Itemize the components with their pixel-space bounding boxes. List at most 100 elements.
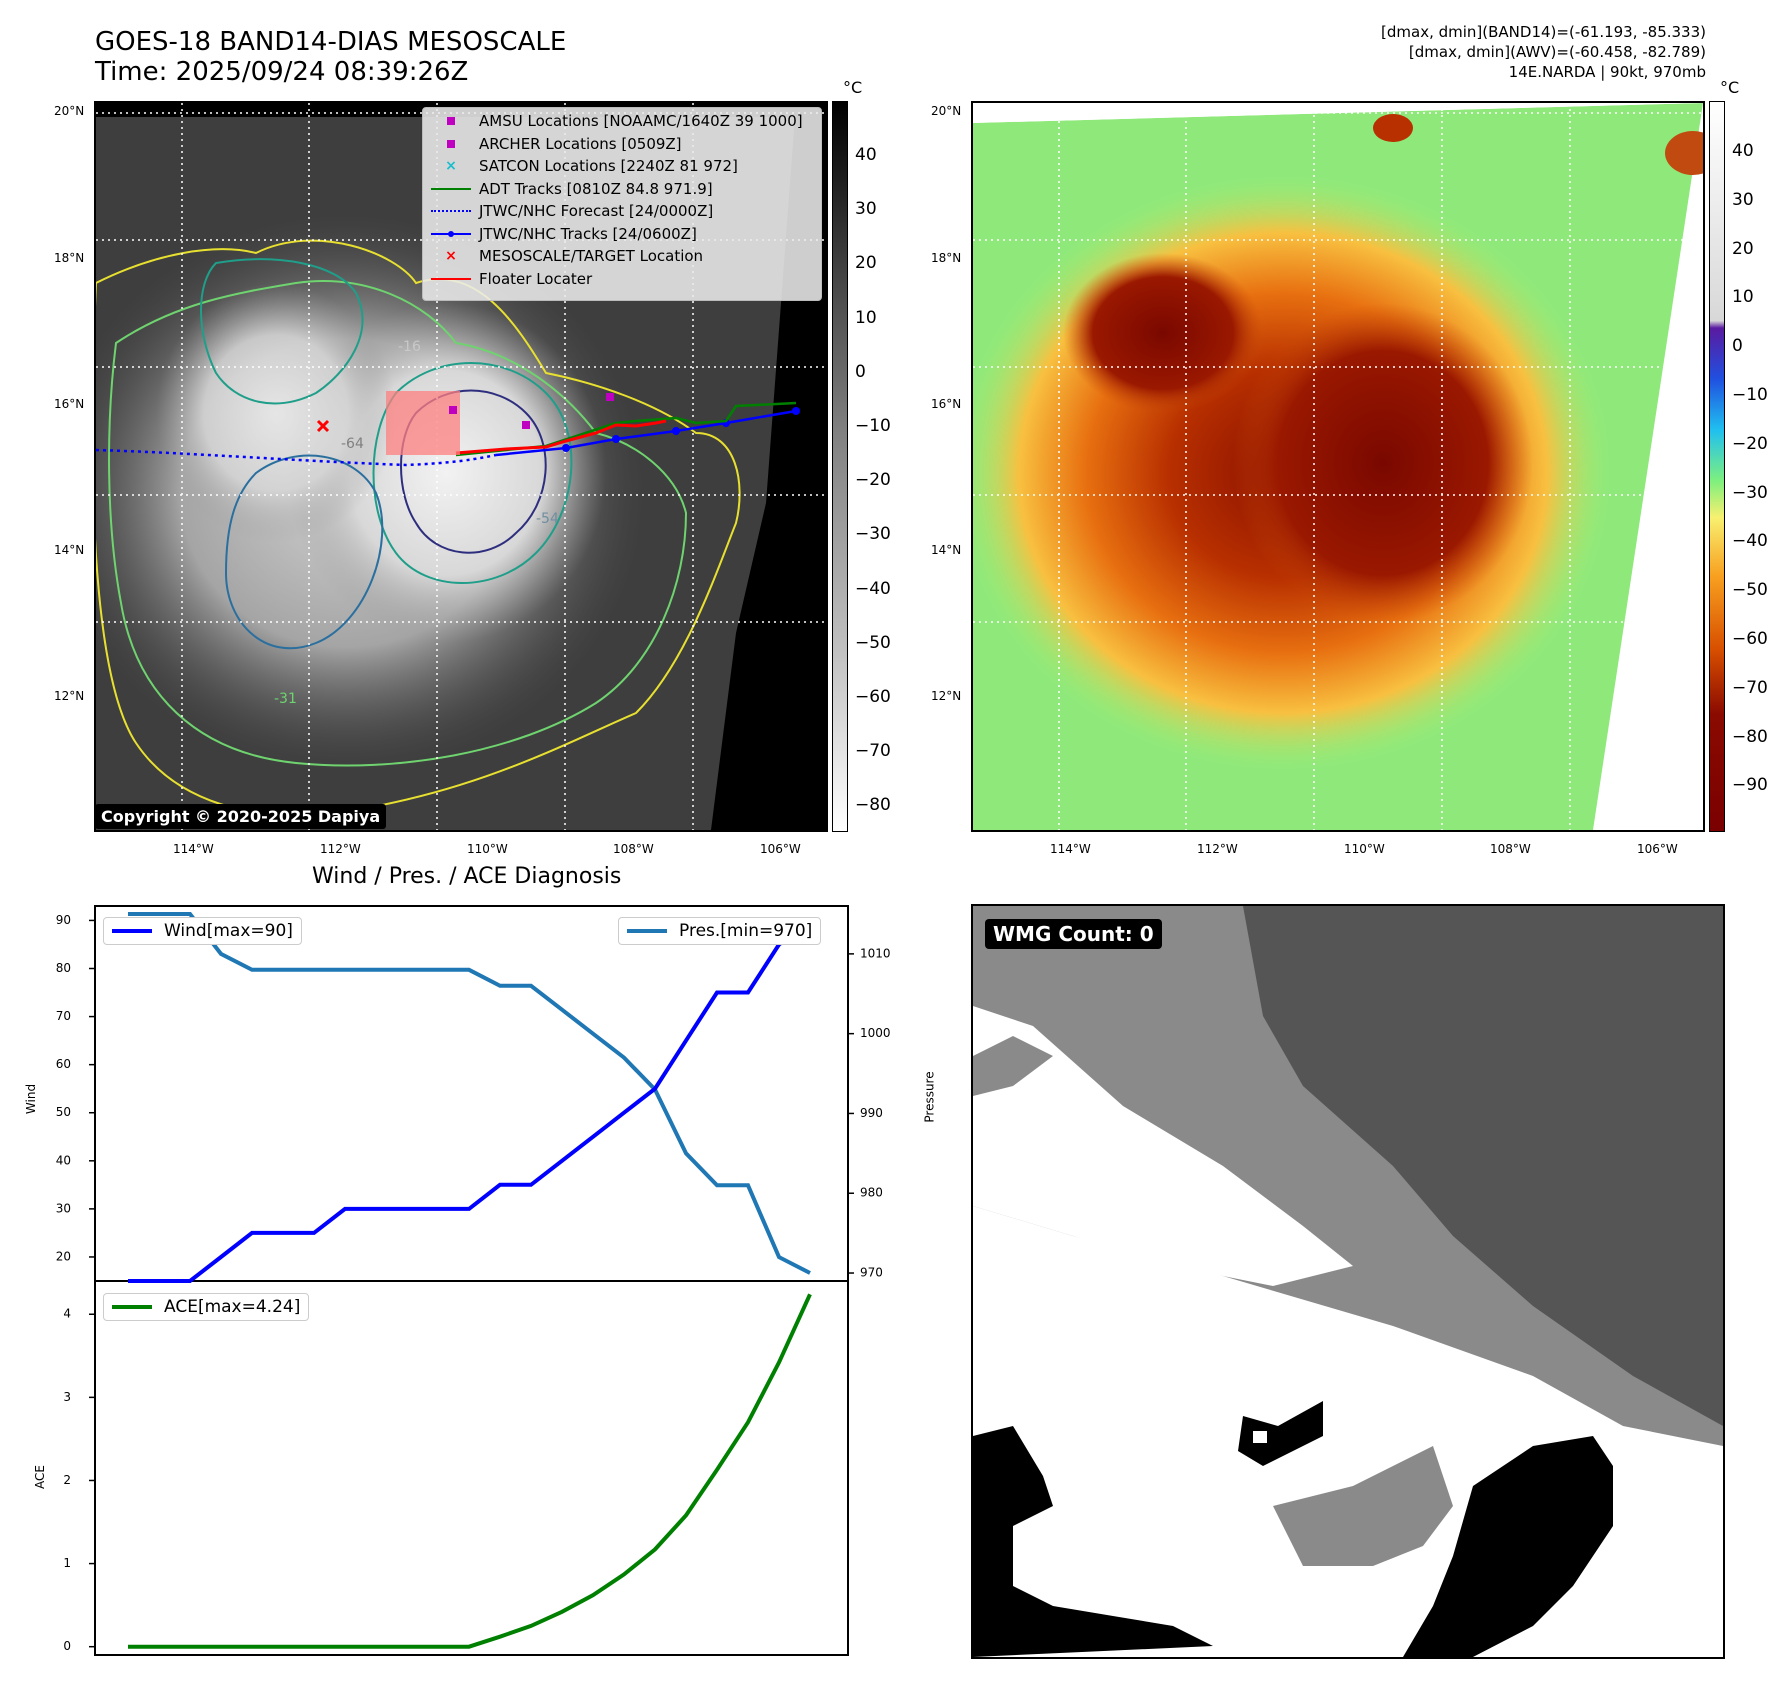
square-marker-icon xyxy=(431,114,471,128)
wmg-panel xyxy=(971,904,1725,1659)
legend-label: MESOSCALE/TARGET Location xyxy=(479,247,704,266)
legend-label: ADT Tracks [0810Z 84.8 971.9] xyxy=(479,179,713,198)
figure-title-line1: GOES-18 BAND14-DIAS MESOSCALE xyxy=(95,27,567,57)
colorbar-right xyxy=(1709,101,1725,832)
wind-tick-label: 40 xyxy=(56,1153,71,1167)
colorbar-left-tick: 30 xyxy=(855,199,877,220)
colorbar-right-tick: 20 xyxy=(1732,238,1754,259)
pres-tick-label: 1000 xyxy=(860,1026,891,1040)
colorbar-right-tick: 0 xyxy=(1732,336,1743,357)
ace-axis-label: ACE xyxy=(32,1465,47,1489)
color-ir-map-image xyxy=(973,103,1703,830)
wind-pres-axes xyxy=(94,905,849,1282)
legend-item-adt: ADT Tracks [0810Z 84.8 971.9] xyxy=(423,178,821,201)
pres-legend-label: Pres.[min=970] xyxy=(679,921,813,941)
forecast-track xyxy=(96,448,497,467)
colorbar-right-tick: −30 xyxy=(1732,482,1768,503)
ace-tick-label: 2 xyxy=(63,1473,71,1487)
lat-tick-18: 18°N xyxy=(54,251,85,265)
lon-tick-114: 114°W xyxy=(173,842,214,856)
dotted-line-icon xyxy=(431,204,471,218)
ace-legend: ACE[max=4.24] xyxy=(103,1293,310,1321)
wind-tick-label: 50 xyxy=(56,1105,71,1119)
lat-tick-20-r: 20°N xyxy=(931,104,962,118)
colorbar-right-tick: 30 xyxy=(1732,189,1754,210)
colorbar-left-tick: 10 xyxy=(855,307,877,328)
legend-label: Floater Locater xyxy=(479,269,593,288)
lon-tick-106: 106°W xyxy=(760,842,801,856)
pres-tick-label: 980 xyxy=(860,1186,883,1200)
colorbar-left-tick: −80 xyxy=(855,795,891,816)
map-legend: AMSU Locations [NOAAMC/1640Z 39 1000] AR… xyxy=(422,107,822,301)
wind-legend: Wind[max=90] xyxy=(103,917,302,945)
wind-legend-line xyxy=(112,929,152,933)
lat-tick-12-r: 12°N xyxy=(931,689,962,703)
line-marker-icon xyxy=(431,182,471,196)
colorbar-right-tick: −40 xyxy=(1732,531,1768,552)
ace-tick-label: 4 xyxy=(63,1307,71,1321)
colorbar-left-tick: −40 xyxy=(855,578,891,599)
colorbar-right-tick: 40 xyxy=(1732,141,1754,161)
svg-text:-64: -64 xyxy=(341,436,364,452)
colorbar-right-tick: −60 xyxy=(1732,629,1768,649)
x-marker-icon: × xyxy=(445,158,457,175)
legend-item-forecast: JTWC/NHC Forecast [24/0000Z] xyxy=(423,200,821,223)
legend-label: ARCHER Locations [0509Z] xyxy=(479,134,682,153)
pressure-axis-label: Pressure xyxy=(922,1071,937,1123)
colorbar-right-unit: °C xyxy=(1720,78,1740,97)
legend-item-amsu: AMSU Locations [NOAAMC/1640Z 39 1000] xyxy=(423,110,821,133)
colorbar-left-tick: 20 xyxy=(855,253,877,274)
wind-tick-label: 80 xyxy=(56,961,71,975)
colorbar-left-tick: −30 xyxy=(855,524,891,545)
lon-tick-112-r: 112°W xyxy=(1197,842,1238,856)
legend-item-mesoscale: × MESOSCALE/TARGET Location xyxy=(423,245,821,268)
colorbar-left-unit: °C xyxy=(843,78,863,97)
lat-tick-14-r: 14°N xyxy=(931,543,962,557)
colorbar-right-tick: −50 xyxy=(1732,580,1768,601)
colorbar-left xyxy=(832,101,848,832)
colorbar-left-tick: −50 xyxy=(855,632,891,653)
wind-tick-label: 60 xyxy=(56,1057,71,1071)
colorbar-left-tick: 40 xyxy=(855,145,877,165)
lon-tick-106-r: 106°W xyxy=(1637,842,1678,856)
wmg-image xyxy=(973,906,1723,1657)
mesoscale-box xyxy=(386,391,460,455)
wind-legend-label: Wind[max=90] xyxy=(164,921,293,941)
legend-label: SATCON Locations [2240Z 81 972] xyxy=(479,157,738,176)
colorbar-right-tick: 10 xyxy=(1732,287,1754,308)
wind-line xyxy=(128,918,812,1283)
colorbar-left-tick: −20 xyxy=(855,470,891,491)
ace-tick-label: 1 xyxy=(63,1556,71,1570)
diagnosis-chart: 90 80 70 60 50 40 30 20 1010 1000 990 980 970 4 3 2 1 0 xyxy=(56,905,891,1656)
ace-line xyxy=(128,1293,812,1649)
pressure-line xyxy=(128,912,811,1275)
svg-text:-16: -16 xyxy=(398,339,421,355)
pres-tick-label: 990 xyxy=(860,1106,883,1120)
lon-tick-110: 110°W xyxy=(467,842,508,856)
diag-title: Wind / Pres. / ACE Diagnosis xyxy=(312,864,622,889)
wind-tick-label: 70 xyxy=(56,1009,71,1023)
lat-tick-20: 20°N xyxy=(54,104,85,118)
colorbar-left-tick: −60 xyxy=(855,687,891,707)
wind-axis-label: Wind xyxy=(24,1083,39,1115)
wind-tick-label: 90 xyxy=(56,913,71,927)
pres-tick-label: 1010 xyxy=(860,946,891,960)
svg-text:-54: -54 xyxy=(536,511,559,527)
ace-tick-label: 0 xyxy=(63,1639,71,1653)
wmg-count-badge: WMG Count: 0 xyxy=(985,919,1162,949)
lon-tick-114-r: 114°W xyxy=(1050,842,1091,856)
figure-title-line2: Time: 2025/09/24 08:39:26Z xyxy=(95,57,469,87)
legend-item-archer: ARCHER Locations [0509Z] xyxy=(423,133,821,156)
wind-tick-label: 20 xyxy=(56,1249,71,1263)
colorbar-right-tick: −80 xyxy=(1732,726,1768,747)
lat-tick-16: 16°N xyxy=(54,397,85,411)
colorbar-left-tick: −10 xyxy=(855,416,891,436)
colorbar-right-tick: −20 xyxy=(1732,433,1768,454)
legend-item-jtwc: JTWC/NHC Tracks [24/0600Z] xyxy=(423,223,821,246)
lon-tick-112: 112°W xyxy=(320,842,361,856)
legend-label: AMSU Locations [NOAAMC/1640Z 39 1000] xyxy=(479,112,803,131)
line-marker-icon xyxy=(431,272,471,286)
svg-text:-31: -31 xyxy=(274,691,297,707)
square-marker-icon xyxy=(431,137,471,151)
lat-tick-14: 14°N xyxy=(54,543,85,557)
